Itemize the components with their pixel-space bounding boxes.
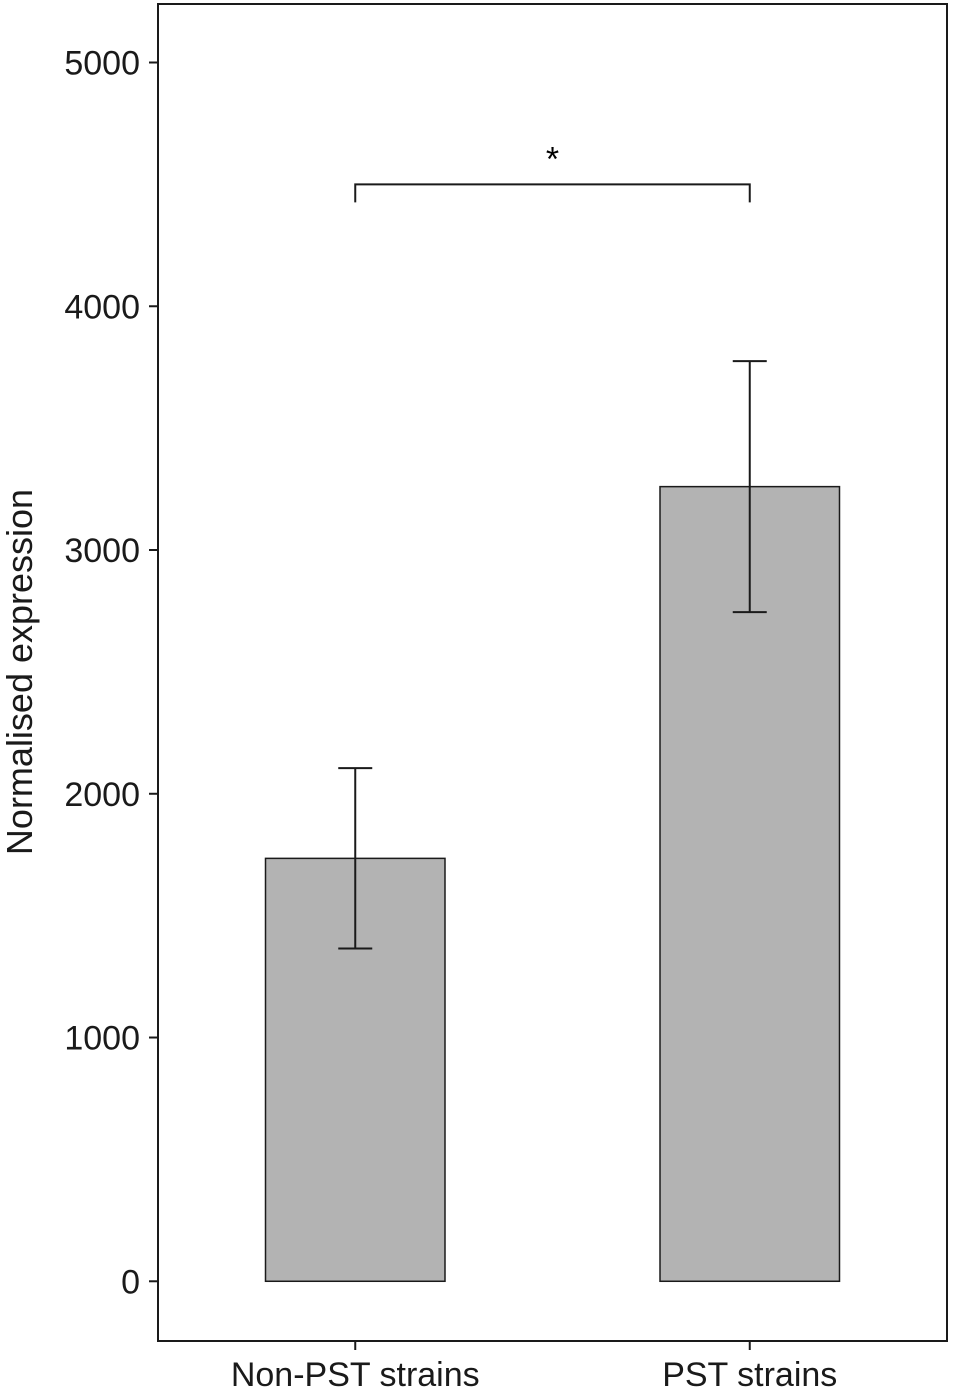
y-axis-title: Normalised expression <box>0 489 40 855</box>
y-tick-label: 5000 <box>64 45 140 83</box>
x-tick-label: PST strains <box>662 1356 837 1393</box>
y-axis: 0 1000 2000 3000 4000 5000 <box>64 45 158 1301</box>
y-tick-label: 3000 <box>64 532 140 570</box>
y-tick-label: 2000 <box>64 776 140 814</box>
y-tick-label: 4000 <box>64 288 140 326</box>
errorbars-layer <box>338 360 767 950</box>
x-axis: Non-PST strains PST strains <box>231 1341 837 1393</box>
significance-bracket-line <box>354 183 751 203</box>
x-tick-label: Non-PST strains <box>231 1356 480 1393</box>
significance-bracket: * <box>354 140 751 203</box>
significance-label: * <box>546 140 559 178</box>
y-tick-label: 1000 <box>64 1020 140 1058</box>
y-tick-label: 0 <box>121 1263 140 1301</box>
